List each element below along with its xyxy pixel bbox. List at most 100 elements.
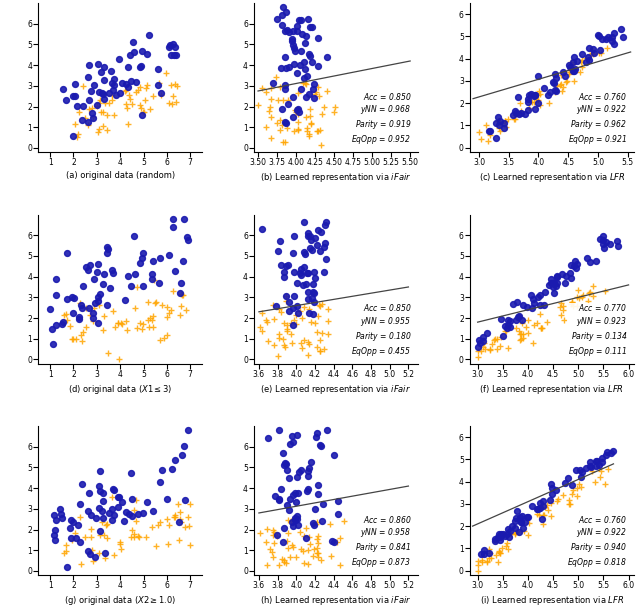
Point xyxy=(321,52,332,62)
Point xyxy=(583,52,593,62)
Point xyxy=(132,323,142,333)
Point xyxy=(50,525,60,535)
Point xyxy=(88,313,99,323)
Point xyxy=(552,278,562,288)
Point xyxy=(260,87,271,97)
Point xyxy=(524,90,534,100)
Point xyxy=(120,87,130,97)
Point xyxy=(281,63,291,73)
Point xyxy=(78,81,88,91)
Point xyxy=(577,467,587,477)
Point xyxy=(580,53,591,63)
Point xyxy=(538,518,548,528)
Point xyxy=(495,549,505,558)
Point xyxy=(266,83,276,93)
Point xyxy=(516,512,527,522)
Point xyxy=(51,274,61,284)
Point xyxy=(266,133,276,143)
Point xyxy=(84,60,95,69)
Point xyxy=(288,40,298,50)
Point xyxy=(253,100,263,109)
Point xyxy=(584,257,595,267)
Point xyxy=(278,538,289,547)
Point xyxy=(510,111,520,121)
Point xyxy=(303,470,314,480)
Point xyxy=(93,296,104,306)
Point xyxy=(565,499,575,509)
Point xyxy=(287,36,297,46)
Point xyxy=(500,116,510,125)
Point xyxy=(333,510,343,520)
Point xyxy=(572,491,582,501)
Point xyxy=(492,344,502,354)
Point xyxy=(60,549,70,558)
Point xyxy=(573,285,583,295)
Point xyxy=(115,492,125,502)
Point xyxy=(587,45,597,55)
Point xyxy=(62,294,72,304)
Point xyxy=(132,85,143,95)
Point xyxy=(493,112,503,122)
Point xyxy=(515,527,525,537)
Point xyxy=(486,553,497,563)
Point xyxy=(102,519,113,529)
Point xyxy=(493,116,503,126)
Point xyxy=(77,115,87,125)
Point xyxy=(300,78,310,88)
Point xyxy=(538,510,548,520)
Point xyxy=(314,90,324,100)
Point xyxy=(568,52,579,62)
Point xyxy=(607,33,618,43)
Point xyxy=(294,60,305,70)
Point xyxy=(135,63,145,73)
Point xyxy=(308,279,319,289)
Point xyxy=(482,328,492,338)
Point xyxy=(257,308,268,318)
Point xyxy=(100,98,110,108)
Point xyxy=(115,539,125,549)
Point xyxy=(313,490,323,499)
Point xyxy=(312,429,323,438)
Point xyxy=(529,91,540,101)
Point xyxy=(511,513,521,523)
Point xyxy=(156,517,166,526)
Point xyxy=(559,71,570,81)
Point xyxy=(61,315,72,325)
Point xyxy=(542,317,552,327)
Point xyxy=(148,507,158,517)
Point xyxy=(304,131,314,141)
Point xyxy=(85,309,95,319)
Point xyxy=(553,494,563,504)
Point xyxy=(472,560,483,570)
Point xyxy=(178,256,188,266)
Point xyxy=(182,426,193,435)
Point xyxy=(161,514,172,523)
Point xyxy=(278,334,288,344)
Point xyxy=(261,560,271,570)
Point xyxy=(301,533,312,543)
Point xyxy=(558,305,568,315)
Point xyxy=(304,464,314,474)
Point xyxy=(166,80,176,90)
Point xyxy=(297,343,307,352)
Point xyxy=(313,549,323,558)
Point xyxy=(550,485,561,495)
Point xyxy=(306,236,316,245)
Point xyxy=(516,108,526,118)
Point xyxy=(298,546,308,555)
Point xyxy=(545,495,555,505)
Point xyxy=(588,466,598,475)
Point xyxy=(308,551,318,561)
Point xyxy=(308,297,319,307)
Point xyxy=(303,336,313,346)
Point xyxy=(301,71,312,81)
Point xyxy=(511,315,521,325)
Point xyxy=(324,519,335,529)
Point xyxy=(179,214,189,224)
Point xyxy=(283,99,293,109)
Point xyxy=(552,496,562,506)
Point xyxy=(83,546,93,556)
Point xyxy=(170,510,180,520)
Point xyxy=(578,290,588,300)
Point xyxy=(572,260,582,269)
